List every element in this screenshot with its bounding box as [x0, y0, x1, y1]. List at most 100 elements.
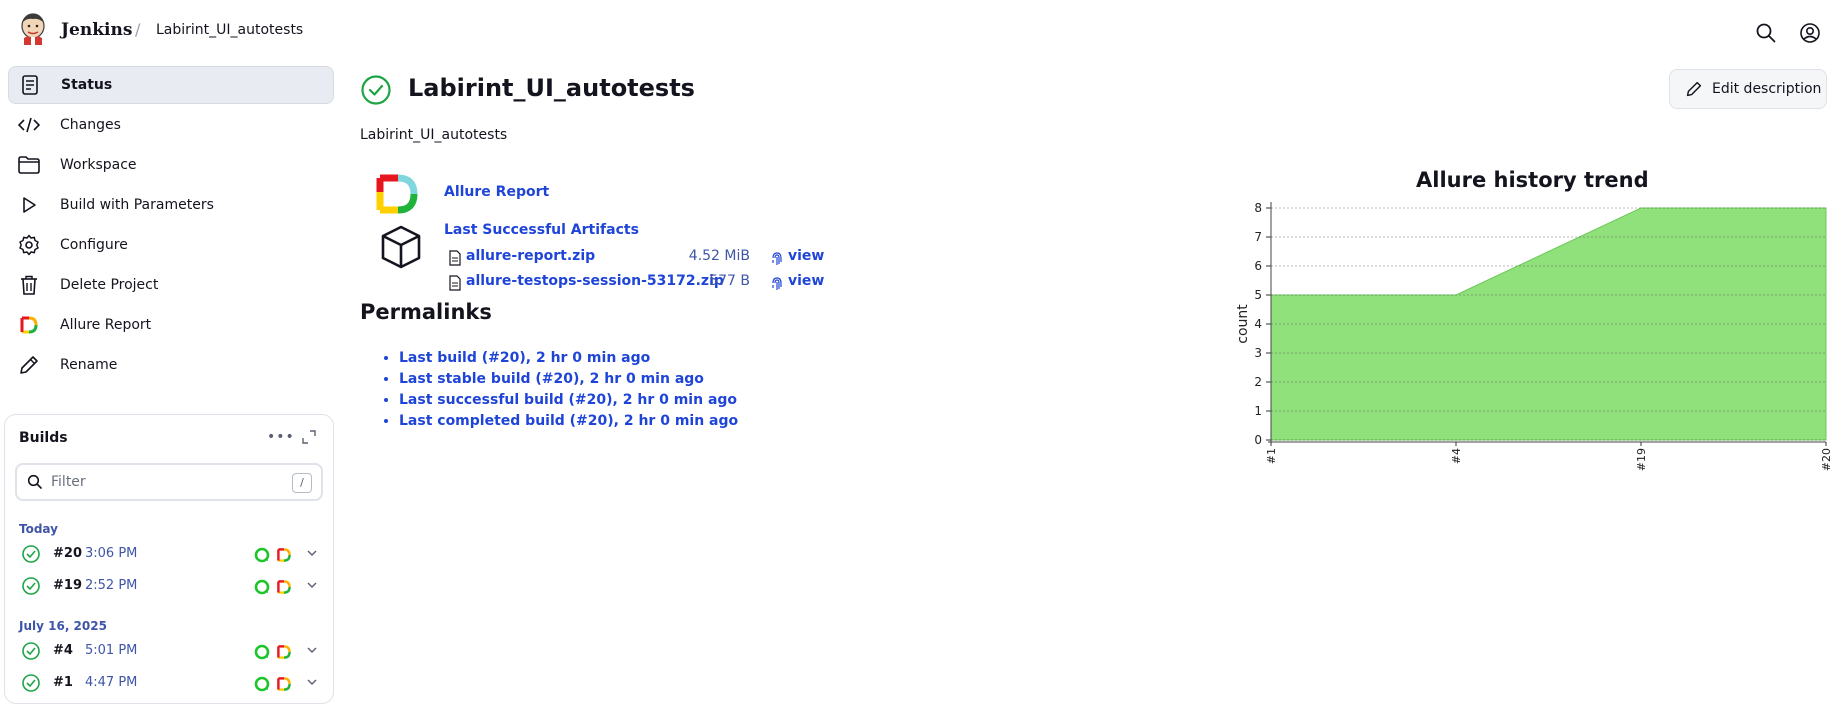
jenkins-logo-icon[interactable] [18, 12, 48, 46]
top-header: Jenkins / Labirint_UI_autotests [0, 0, 1848, 56]
sidebar-item-allure-report[interactable]: Allure Report [8, 306, 334, 344]
build-number[interactable]: #4 [53, 643, 73, 658]
view-fingerprint-link[interactable]: view [788, 273, 825, 289]
build-row[interactable]: #1 4:47 PM [13, 669, 327, 697]
x-tick-label: #1 [1265, 448, 1278, 464]
allure-history-trend-chart[interactable]: Allure history trend 0 1 2 3 4 5 6 7 8 #1 #4 #19 #20… [1226, 160, 1836, 480]
list-item: Last stable build (#20), 2 hr 0 min ago [399, 371, 738, 392]
more-options-icon[interactable]: ••• [267, 429, 295, 445]
sidebar-item-delete-project[interactable]: Delete Project [8, 266, 334, 304]
filter-shortcut-key: / [292, 473, 312, 493]
y-tick-label: 2 [1254, 375, 1262, 389]
y-tick-label: 7 [1254, 230, 1262, 244]
builds-panel: Builds ••• / Today #20 3:06 PM #19 2:52 … [4, 414, 334, 704]
success-status-icon [361, 75, 391, 105]
success-icon [22, 577, 40, 595]
edit-description-label: Edit description [1712, 81, 1822, 97]
trash-icon [18, 274, 40, 296]
artifact-row: allure-report.zip 4.52 MiB view [446, 246, 826, 268]
testops-icon[interactable] [254, 676, 270, 692]
play-icon [18, 194, 40, 216]
builds-filter[interactable]: / [15, 463, 323, 501]
allure-icon[interactable] [276, 547, 292, 563]
sidebar-item-label: Allure Report [60, 317, 152, 333]
permalinks-list: Last build (#20), 2 hr 0 min ago Last st… [399, 350, 738, 434]
build-time: 2:52 PM [85, 578, 138, 593]
sidebar-item-workspace[interactable]: Workspace [8, 146, 334, 184]
testops-icon[interactable] [254, 644, 270, 660]
y-tick-label: 8 [1254, 201, 1262, 215]
chevron-down-icon[interactable] [306, 645, 318, 655]
y-tick-label: 0 [1254, 433, 1262, 447]
build-number[interactable]: #19 [53, 578, 82, 593]
pencil-icon [18, 354, 40, 376]
builds-title: Builds [19, 430, 68, 446]
artifact-file-link[interactable]: allure-testops-session-53172.zip [466, 273, 724, 289]
sidebar-item-status[interactable]: Status [8, 66, 334, 104]
build-row[interactable]: #20 3:06 PM [13, 540, 327, 568]
testops-icon[interactable] [254, 547, 270, 563]
chart-title: Allure history trend [1416, 168, 1649, 192]
artifact-size: 577 B [709, 273, 750, 289]
y-tick-label: 3 [1254, 346, 1262, 360]
success-icon [22, 545, 40, 563]
expand-icon[interactable] [301, 429, 317, 445]
fingerprint-icon [772, 252, 782, 265]
permalink-last-build[interactable]: Last build (#20), 2 hr 0 min ago [399, 350, 651, 366]
allure-report-link[interactable]: Allure Report [444, 184, 550, 200]
sidebar-item-label: Rename [60, 357, 118, 373]
folder-icon [18, 154, 40, 176]
list-item: Last build (#20), 2 hr 0 min ago [399, 350, 738, 371]
y-axis-label: count [1235, 304, 1251, 344]
build-number[interactable]: #1 [53, 675, 73, 690]
build-row[interactable]: #4 5:01 PM [13, 637, 327, 665]
edit-description-button[interactable]: Edit description [1669, 69, 1827, 109]
y-tick-label: 1 [1254, 404, 1262, 418]
search-icon[interactable] [1755, 22, 1777, 44]
build-row[interactable]: #19 2:52 PM [13, 572, 327, 600]
allure-icon[interactable] [276, 676, 292, 692]
breadcrumb-job[interactable]: Labirint_UI_autotests [156, 22, 304, 38]
allure-icon[interactable] [276, 644, 292, 660]
breadcrumb-separator: / [135, 20, 141, 39]
build-time: 5:01 PM [85, 643, 138, 658]
build-group-label: July 16, 2025 [19, 619, 107, 633]
permalink-last-completed-build[interactable]: Last completed build (#20), 2 hr 0 min a… [399, 413, 739, 429]
sidebar-item-rename[interactable]: Rename [8, 346, 334, 384]
chevron-down-icon[interactable] [306, 580, 318, 590]
fingerprint-icon [772, 277, 782, 290]
document-icon [19, 74, 41, 96]
x-tick-label: #20 [1820, 448, 1833, 471]
sidebar-item-label: Status [61, 77, 113, 93]
y-tick-label: 4 [1254, 317, 1262, 331]
chevron-down-icon[interactable] [306, 548, 318, 558]
permalink-last-successful-build[interactable]: Last successful build (#20), 2 hr 0 min … [399, 392, 738, 408]
sidebar-item-label: Changes [60, 117, 121, 133]
build-number[interactable]: #20 [53, 546, 82, 561]
last-successful-artifacts-link[interactable]: Last Successful Artifacts [444, 222, 639, 238]
sidebar-item-build-with-parameters[interactable]: Build with Parameters [8, 186, 334, 224]
chart-canvas: 0 1 2 3 4 5 6 7 8 #1 #4 #19 #20 count [1235, 201, 1833, 471]
y-tick-label: 6 [1254, 259, 1262, 273]
view-fingerprint-link[interactable]: view [788, 248, 825, 264]
user-account-icon[interactable] [1799, 22, 1821, 44]
chevron-down-icon[interactable] [306, 677, 318, 687]
artifact-file-link[interactable]: allure-report.zip [466, 248, 596, 264]
permalinks-title: Permalinks [360, 300, 492, 324]
sidebar-item-configure[interactable]: Configure [8, 226, 334, 264]
success-icon [22, 642, 40, 660]
permalink-last-stable-build[interactable]: Last stable build (#20), 2 hr 0 min ago [399, 371, 704, 387]
code-icon [18, 114, 40, 136]
gear-icon [18, 234, 40, 256]
filter-input[interactable] [51, 472, 271, 492]
job-description: Labirint_UI_autotests [360, 127, 508, 143]
testops-icon[interactable] [254, 579, 270, 595]
sidebar-item-label: Configure [60, 237, 128, 253]
file-icon [449, 275, 461, 291]
brand-name[interactable]: Jenkins [61, 20, 133, 40]
y-tick-label: 5 [1254, 288, 1262, 302]
sidebar-item-label: Build with Parameters [60, 197, 214, 213]
sidebar-item-changes[interactable]: Changes [8, 106, 334, 144]
allure-icon[interactable] [276, 579, 292, 595]
pencil-icon [1686, 81, 1702, 97]
